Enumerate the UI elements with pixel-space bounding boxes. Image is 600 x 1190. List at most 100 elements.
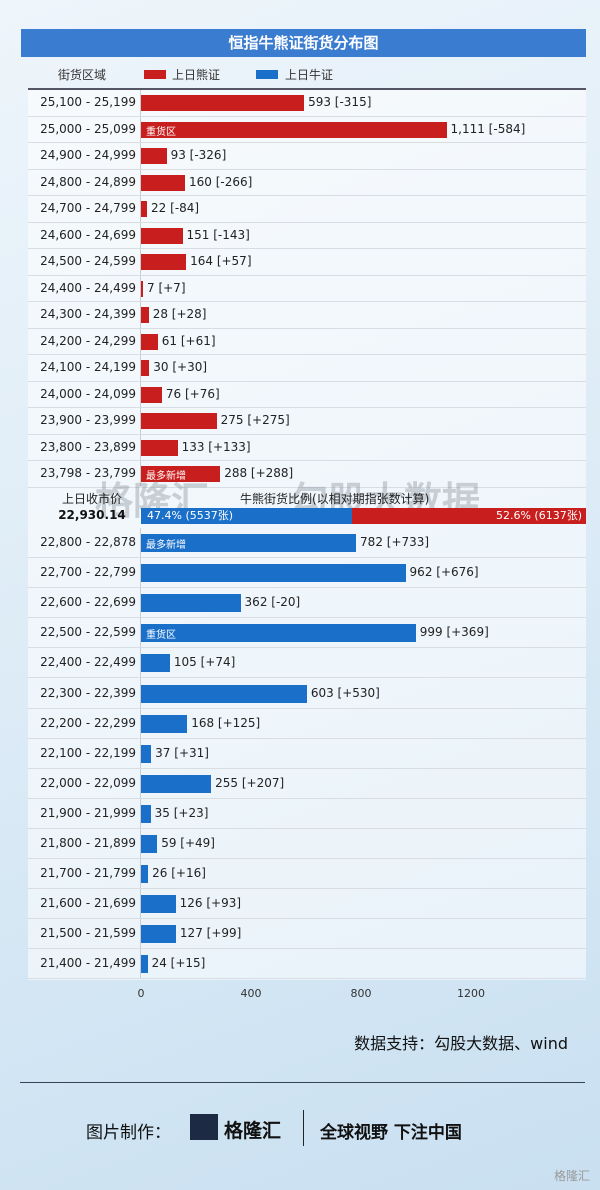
bear-bar: 重货区 — [141, 121, 447, 138]
table-row: 23,798 - 23,799 — [28, 461, 586, 488]
bull-bar — [141, 714, 188, 733]
range-label: 25,100 - 25,199 — [40, 95, 136, 110]
bull-bar: 最多新增 — [141, 534, 357, 553]
table-row: 23,900 - 23,999 — [28, 408, 586, 435]
range-label: 22,600 - 22,699 — [40, 595, 136, 610]
bear-bar — [141, 439, 178, 456]
range-label: 21,500 - 21,599 — [40, 926, 136, 941]
ratio-label: 牛熊街货比例(以相对期指张数计算) — [240, 492, 430, 506]
axis-line-top — [140, 90, 141, 486]
bear-bar — [141, 280, 143, 297]
table-row: 22,500 - 22,599 — [28, 618, 586, 649]
table-row: 24,500 - 24,599 — [28, 249, 586, 276]
table-row: 24,400 - 24,499 — [28, 276, 586, 302]
table-row: 24,800 - 24,899 — [28, 170, 586, 196]
table-row: 24,900 - 24,999 — [28, 143, 586, 170]
range-label: 21,700 - 21,799 — [40, 866, 136, 881]
table-row: 22,300 - 22,399 — [28, 679, 586, 709]
table-row: 21,900 - 21,999 — [28, 799, 586, 829]
data-label: 151 [-143] — [186, 227, 250, 242]
table-row: 21,600 - 21,699 — [28, 889, 586, 920]
bull-bar — [141, 594, 241, 613]
table-row: 24,100 - 24,199 — [28, 355, 586, 382]
bear-bar — [141, 307, 149, 324]
table-row: 24,000 - 24,099 — [28, 382, 586, 408]
bear-bar: 最多新增 — [141, 466, 221, 483]
table-row: 23,800 - 23,899 — [28, 435, 586, 461]
legend-range-label: 街货区域 — [58, 68, 107, 82]
table-row: 21,800 - 21,899 — [28, 829, 586, 860]
bull-bar: 重货区 — [141, 624, 416, 643]
bull-bar — [141, 684, 307, 703]
table-row: 24,300 - 24,399 — [28, 302, 586, 329]
data-label: 127 [+99] — [179, 926, 242, 941]
data-label: 593 [-315] — [308, 95, 372, 110]
axis-line-bottom — [140, 528, 141, 978]
bar-tag: 最多新增 — [146, 540, 186, 552]
bear-bar — [141, 174, 185, 191]
bar-tag: 重货区 — [146, 126, 176, 138]
bull-bar — [141, 564, 406, 583]
data-label: 22 [-84] — [151, 201, 200, 216]
data-label: 168 [+125] — [191, 715, 261, 730]
bull-bar — [141, 804, 151, 823]
footer-brand: 格隆汇 — [224, 1120, 282, 1142]
ratio-section: 上日收市价 22,930.14 牛熊街货比例(以相对期指张数计算) 47.4% … — [28, 486, 586, 528]
data-label: 362 [-20] — [244, 595, 301, 610]
range-label: 24,200 - 24,299 — [40, 333, 136, 348]
legend-bear-swatch — [144, 70, 166, 79]
data-label: 133 [+133] — [181, 439, 251, 454]
range-label: 24,400 - 24,499 — [40, 280, 136, 295]
footer-slogan: 全球视野 下注中国 — [320, 1123, 462, 1143]
bull-bar — [141, 895, 176, 914]
close-value: 22,930.14 — [58, 508, 126, 522]
legend-bear: 上日熊证 — [172, 68, 221, 82]
table-row: 22,400 - 22,499 — [28, 648, 586, 679]
bear-bar — [141, 227, 183, 244]
range-label: 21,600 - 21,699 — [40, 896, 136, 911]
bear-ratio-bar: 52.6% (6137张) — [351, 508, 586, 524]
range-label: 22,100 - 22,199 — [40, 745, 136, 760]
range-label: 23,800 - 23,899 — [40, 439, 136, 454]
data-label: 26 [+16] — [152, 866, 206, 881]
close-label: 上日收市价 — [61, 492, 122, 506]
range-label: 22,700 - 22,799 — [40, 565, 136, 580]
data-label: 61 [+61] — [161, 333, 216, 348]
range-label: 24,900 - 24,999 — [40, 148, 136, 163]
bull-ratio: 47.4% (5537张) — [147, 509, 234, 522]
chart-area — [28, 88, 586, 980]
bull-bar — [141, 744, 152, 763]
bull-bar — [141, 774, 212, 793]
x-tick-label: 0 — [137, 987, 145, 1000]
data-label: 1,111 [-584] — [450, 121, 526, 136]
table-row: 21,700 - 21,799 — [28, 859, 586, 890]
x-tick-label: 1200 — [457, 987, 485, 1000]
range-label: 23,900 - 23,999 — [40, 413, 136, 428]
data-label: 962 [+676] — [409, 565, 479, 580]
range-label: 21,900 - 21,999 — [40, 805, 136, 820]
table-row: 24,700 - 24,799 — [28, 196, 586, 223]
range-label: 24,000 - 24,099 — [40, 386, 136, 401]
bear-bar — [141, 95, 305, 112]
bear-bar — [141, 254, 187, 271]
bear-bar — [141, 148, 167, 165]
bear-bar — [141, 333, 158, 350]
table-row: 21,500 - 21,599 — [28, 919, 586, 950]
x-tick-label: 800 — [350, 987, 372, 1000]
bear-bar — [141, 360, 150, 377]
chart-title: 恒指牛熊证街货分布图 — [21, 29, 586, 57]
legend-bull: 上日牛证 — [285, 68, 334, 82]
bull-bar — [141, 925, 176, 944]
range-label: 21,400 - 21,499 — [40, 956, 136, 971]
table-row: 25,000 - 25,099 — [28, 117, 586, 143]
table-row: 22,000 - 22,099 — [28, 769, 586, 799]
data-label: 999 [+369] — [419, 625, 489, 640]
range-label: 24,100 - 24,199 — [40, 360, 136, 375]
data-label: 76 [+76] — [165, 386, 220, 401]
divider — [20, 1082, 585, 1083]
range-label: 24,500 - 24,599 — [40, 254, 136, 269]
data-label: 93 [-326] — [170, 148, 227, 163]
table-row: 22,800 - 22,878 — [28, 528, 586, 559]
bull-bar — [141, 955, 148, 974]
bull-bar — [141, 835, 158, 854]
